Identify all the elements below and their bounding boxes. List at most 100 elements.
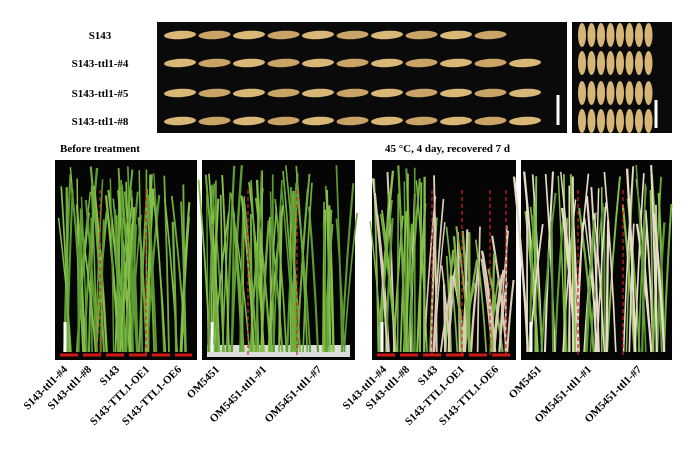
leaf-blade (120, 180, 125, 353)
grain (635, 109, 643, 133)
leaf-blade (490, 253, 496, 353)
grain (587, 51, 596, 75)
leaf-blade (652, 213, 666, 353)
grain (616, 51, 624, 75)
grain (164, 116, 196, 126)
leaf-blade (381, 209, 398, 353)
header-after: 45 °C, 4 day, recovered 7 d (385, 143, 510, 155)
header-before: Before treatment (60, 143, 140, 155)
leaf-blade (628, 223, 635, 353)
leaf-blade (594, 188, 600, 353)
grain (233, 88, 265, 98)
leaf-blade (302, 182, 313, 353)
grain (616, 109, 624, 133)
leaf-blade (269, 191, 275, 353)
leaf-blade (147, 194, 158, 353)
grain (233, 58, 265, 68)
grain (164, 88, 196, 98)
leaf-blade (433, 222, 446, 353)
leaf-blade (163, 175, 170, 353)
grain (267, 116, 300, 126)
grain (405, 58, 438, 68)
grain (635, 51, 643, 75)
leaf-blade (221, 174, 230, 353)
leaf-blade (77, 208, 83, 353)
grain (371, 88, 403, 98)
grain-length-photo (157, 22, 567, 133)
grain-row-label: S143-ttl1-#4 (72, 58, 129, 70)
leaf-blade (374, 192, 388, 353)
leaf-blade (307, 206, 320, 353)
grain (625, 23, 634, 47)
grain (198, 30, 231, 40)
grain (405, 116, 438, 126)
leaf-blade (605, 220, 610, 353)
leaf-blade (278, 210, 283, 353)
grain (267, 88, 300, 98)
leaf-blade (621, 204, 636, 353)
leaf-blade (432, 198, 445, 353)
grain (616, 81, 624, 105)
leaf-blade (474, 239, 488, 353)
leaf-blade (584, 219, 595, 353)
grain (509, 58, 541, 68)
leaf-blade (407, 178, 421, 353)
grain (597, 23, 605, 47)
leaf-blade (583, 217, 599, 353)
grain (405, 30, 438, 40)
leaf-blade (650, 165, 658, 353)
leaf-blade (433, 175, 438, 353)
leaf-blade (119, 198, 134, 353)
leaf-blade (635, 165, 647, 353)
leaf-blade (578, 207, 595, 353)
leaf-blade (396, 193, 399, 353)
grain (405, 88, 438, 98)
genotype-label: S143 (98, 363, 123, 388)
leaf-blade (125, 191, 139, 353)
leaf-blade (213, 212, 230, 353)
leaf-blade (295, 184, 312, 353)
grain (509, 88, 541, 98)
grain (233, 30, 265, 40)
leaf-blade (171, 221, 178, 353)
grain (440, 58, 472, 68)
grain (474, 30, 507, 40)
leaf-blade (649, 189, 654, 353)
leaf-blade (596, 201, 607, 353)
leaf-blade (439, 268, 457, 353)
grain (371, 30, 403, 40)
grain (198, 88, 231, 98)
grain (635, 23, 643, 47)
grain (606, 23, 615, 47)
leaf-blade (593, 213, 606, 353)
leaf-blade (569, 174, 577, 353)
leaf-blade (268, 216, 273, 353)
grain (625, 109, 634, 133)
grain (587, 109, 596, 133)
grain (267, 58, 300, 68)
leaf-blade (506, 279, 515, 353)
genotype-label: S143-TTL1-OE6 (437, 363, 502, 428)
grain (302, 116, 334, 126)
leaf-blade (145, 174, 153, 353)
grain-row-label: S143-ttl1-#8 (72, 116, 129, 128)
grain (474, 116, 507, 126)
leaf-blade (586, 212, 597, 353)
grain (302, 88, 334, 98)
leaf-blade (476, 226, 481, 353)
grain (606, 109, 615, 133)
leaf-blade (99, 219, 105, 353)
grain (233, 116, 265, 126)
grain (644, 109, 653, 133)
leaf-blade (125, 181, 132, 353)
grain (474, 88, 507, 98)
leaf-blade (489, 278, 500, 353)
grain (644, 81, 653, 105)
grain (587, 23, 596, 47)
leaf-blade (255, 179, 264, 353)
grain (616, 23, 624, 47)
leaf-blade (550, 220, 555, 353)
leaf-blade (463, 229, 469, 353)
leaf-blade (204, 174, 219, 353)
grain (578, 23, 586, 47)
